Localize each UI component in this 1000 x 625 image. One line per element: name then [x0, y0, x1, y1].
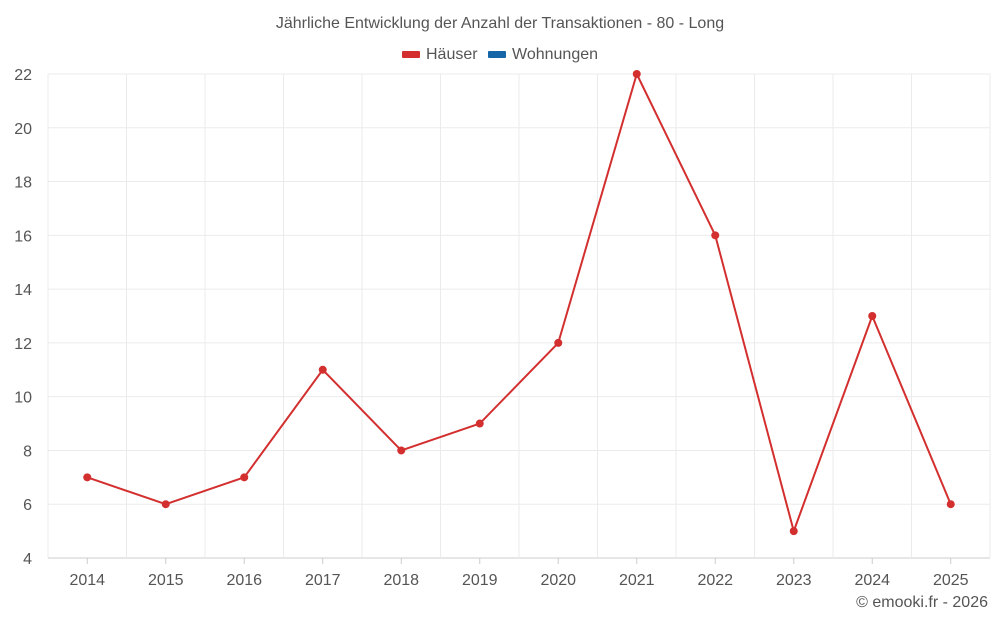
y-tick-label: 10 — [14, 390, 32, 407]
legend-item-haeuser[interactable]: Häuser — [401, 45, 478, 64]
y-tick-label: 14 — [14, 282, 32, 299]
data-point — [632, 70, 641, 78]
y-tick-label: 18 — [14, 175, 32, 192]
series-line — [86, 73, 952, 533]
data-point — [397, 446, 406, 455]
legend-swatch-haeuser — [401, 51, 420, 58]
x-tick-label: 2022 — [697, 572, 733, 589]
x-tick-label: 2024 — [854, 572, 890, 589]
y-tick-label: 16 — [14, 228, 32, 245]
chart-legend: Häuser Wohnungen — [0, 45, 1000, 64]
y-tick-label: 12 — [14, 336, 32, 353]
legend-label-haeuser: Häuser — [425, 45, 478, 63]
x-tick-label: 2018 — [383, 572, 419, 589]
y-tick-label: 4 — [23, 551, 32, 568]
x-tick-label: 2023 — [776, 572, 812, 589]
data-point — [868, 312, 877, 320]
data-point — [161, 500, 170, 509]
x-tick-label: 2025 — [933, 572, 969, 589]
data-point — [554, 338, 563, 347]
chart-title: Jährliche Entwicklung der Anzahl der Tra… — [275, 15, 725, 32]
data-point — [83, 473, 92, 482]
x-tick-label: 2017 — [305, 572, 341, 589]
x-tick-label: 2021 — [619, 572, 655, 589]
data-point — [789, 527, 798, 536]
y-tick-label: 6 — [23, 497, 32, 514]
legend-label-wohnungen: Wohnungen — [512, 45, 599, 63]
x-tick-label: 2014 — [69, 572, 105, 589]
data-point — [711, 231, 720, 240]
legend-swatch-wohnungen — [488, 51, 507, 58]
y-tick-label: 22 — [14, 67, 32, 84]
x-tick-label: 2020 — [540, 572, 576, 589]
data-point — [475, 419, 484, 428]
copyright-credit: © emooki.fr - 2026 — [856, 594, 988, 611]
y-tick-label: 8 — [23, 443, 32, 460]
data-point — [240, 473, 249, 482]
x-tick-label: 2015 — [148, 572, 184, 589]
x-tick-label: 2016 — [226, 572, 262, 589]
data-point — [318, 365, 327, 374]
x-tick-label: 2019 — [462, 572, 498, 589]
data-point — [946, 500, 955, 509]
legend-item-wohnungen[interactable]: Wohnungen — [488, 46, 598, 64]
y-tick-label: 20 — [14, 121, 32, 138]
